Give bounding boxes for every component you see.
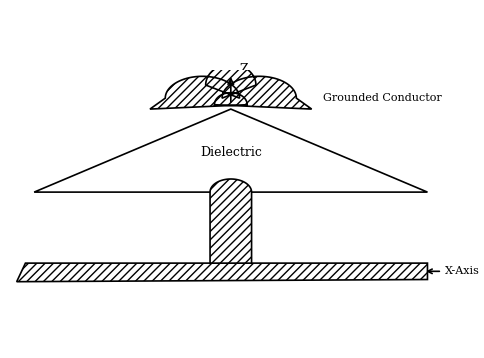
Polygon shape (150, 64, 312, 109)
Text: Z: Z (240, 63, 248, 76)
Text: Dielectric: Dielectric (200, 146, 262, 159)
Text: Grounded Conductor: Grounded Conductor (322, 93, 441, 103)
Polygon shape (16, 263, 427, 282)
Text: X-Axis: X-Axis (428, 266, 480, 276)
Polygon shape (34, 109, 427, 192)
Polygon shape (210, 179, 252, 263)
